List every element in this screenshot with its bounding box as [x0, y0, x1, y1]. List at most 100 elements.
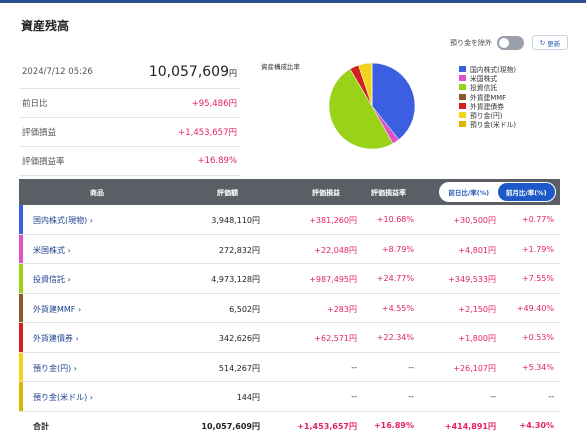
- legend-item: 米国株式: [459, 73, 516, 83]
- legend-label: 外貨建債券: [470, 102, 504, 111]
- total-row: 合計 10,057,609円 +1,453,657円 +16.89% +414,…: [19, 412, 560, 436]
- row-change-rate: +0.77%: [521, 215, 554, 224]
- page-title: 資産残高: [21, 19, 70, 33]
- legend-swatch: [459, 74, 466, 81]
- row-change: +1,800円: [458, 334, 496, 343]
- row-color-bar: [19, 323, 23, 352]
- row-color-bar: [19, 352, 23, 381]
- legend-item: 国内株式(現物): [459, 64, 517, 74]
- legend-label: 投資信託: [470, 84, 498, 93]
- table-row: 外貨建債券 › 342,626円 +62,571円 +22.34% +1,800円 +0.…: [19, 323, 560, 353]
- col-header-value: 評価額: [217, 189, 238, 197]
- total-pl-rate: +16.89%: [373, 420, 414, 430]
- summary-date: 2024/7/12 05:26: [22, 66, 93, 77]
- row-pl: +22,048円: [314, 245, 357, 255]
- row-pl-rate: +4.55%: [381, 303, 414, 313]
- row-pl-rate: +10.68%: [376, 215, 414, 224]
- row-color-bar: [19, 234, 23, 263]
- tab-day-change[interactable]: 前日比/率(%): [448, 189, 490, 197]
- row-change-rate: +5.34%: [521, 362, 554, 372]
- legend-label: 外貨建MMF: [470, 93, 507, 102]
- row-pl-rate: --: [408, 392, 414, 401]
- pie-legend: 国内株式(現物) 米国株式 投資信託 外貨建MMF 外貨建債券 預り金(円) 預り金(米ドル…: [459, 64, 516, 129]
- table-row: 預り金(米ドル) › 144円 -- -- -- --: [19, 382, 560, 412]
- legend-label: 国内株式(現物): [470, 65, 517, 74]
- row-pl-rate: +24.77%: [376, 274, 414, 283]
- row-pl: +381,260円: [309, 216, 357, 225]
- table-header: 商品 評価額 評価損益 評価損益率 前日比/率(%) 前月比/率(%): [19, 179, 560, 205]
- legend-swatch: [459, 102, 466, 109]
- legend-item: 預り金(円): [459, 110, 516, 121]
- row-color-bar: [19, 264, 23, 293]
- row-value: 6,502円: [229, 304, 260, 314]
- row-value: 514,267円: [218, 363, 260, 373]
- row-product-link[interactable]: 米国株式 ›: [33, 245, 71, 255]
- row-value: 4,973,128円: [211, 275, 260, 284]
- row-change-rate: +49.40%: [516, 303, 554, 313]
- table-row: 投資信託 › 4,973,128円 +987,495円 +24.77% +349,533…: [19, 264, 560, 294]
- refresh-icon: ↻: [539, 38, 546, 47]
- legend-item: 外貨建MMF: [459, 92, 516, 102]
- row-change: +30,500円: [453, 216, 496, 225]
- legend-swatch: [459, 121, 466, 128]
- asset-pie-chart: [328, 62, 416, 150]
- row-change-rate: --: [548, 392, 554, 401]
- legend-swatch: [459, 93, 466, 100]
- row-product-link[interactable]: 外貨建債券 ›: [33, 334, 79, 343]
- refresh-label: 更新: [547, 39, 561, 48]
- toggle-knob: [499, 38, 509, 48]
- row-color-bar: [19, 293, 23, 322]
- row-product-link[interactable]: 投資信託 ›: [33, 275, 71, 284]
- summary-total-value: 10,057,609円: [148, 63, 237, 80]
- pie-chart-title: 資産構成比率: [261, 63, 300, 71]
- col-header-pl: 評価損益: [312, 189, 340, 197]
- total-change: +414,891円: [444, 421, 496, 431]
- pie-slice: [328, 68, 394, 150]
- row-product-link[interactable]: 国内株式(現物) ›: [33, 216, 93, 225]
- row-pl-rate: --: [408, 362, 414, 372]
- row-pl: --: [351, 392, 357, 401]
- row-color-bar: [19, 205, 23, 234]
- row-value: 3,948,110円: [211, 216, 260, 225]
- exclude-deposit-label: 預り金を除外: [450, 39, 492, 47]
- total-change-rate: +4.30%: [519, 420, 554, 430]
- legend-item: 預り金(米ドル): [459, 120, 516, 129]
- exclude-deposit-control: 預り金を除外: [450, 36, 524, 50]
- row-change: --: [490, 392, 496, 401]
- row-pl-rate: +22.34%: [376, 333, 414, 342]
- legend-swatch: [459, 84, 466, 91]
- legend-label: 預り金(米ドル): [470, 121, 517, 130]
- summary-row: 評価損益率 +16.89%: [19, 147, 240, 176]
- row-product-link[interactable]: 預り金(米ドル) ›: [33, 393, 93, 402]
- total-value: 10,057,609円: [201, 421, 260, 431]
- legend-item: 外貨建債券: [459, 101, 516, 111]
- compare-tabs: 前日比/率(%) 前月比/率(%): [439, 182, 556, 202]
- refresh-button[interactable]: ↻ 更新: [532, 35, 568, 50]
- row-product-link[interactable]: 預り金(円) ›: [33, 363, 77, 373]
- row-change: +4,801円: [458, 245, 496, 255]
- table-row: 米国株式 › 272,832円 +22,048円 +8.79% +4,801円 +1.79…: [19, 234, 560, 264]
- asset-table: 商品 評価額 評価損益 評価損益率 前日比/率(%) 前月比/率(%) 国内株式…: [19, 179, 560, 436]
- table-row: 預り金(円) › 514,267円 -- -- +26,107円 +5.34%: [19, 352, 560, 382]
- summary-row: 前日比 +95,486円: [19, 89, 240, 118]
- top-accent-line: [0, 0, 586, 3]
- summary-total-row: 2024/7/12 05:26 10,057,609円: [19, 55, 240, 89]
- row-pl: +987,495円: [309, 275, 357, 284]
- row-change: +349,533円: [448, 275, 496, 284]
- row-pl: --: [351, 362, 357, 372]
- row-value: 272,832円: [218, 245, 260, 255]
- legend-swatch: [459, 65, 466, 72]
- row-change: +26,107円: [453, 363, 496, 373]
- row-value: 144円: [236, 393, 260, 402]
- col-header-pl-rate: 評価損益率: [371, 189, 406, 197]
- legend-item: 投資信託: [459, 83, 516, 92]
- tab-month-change[interactable]: 前月比/率(%): [497, 183, 555, 201]
- row-change: +2,150円: [458, 304, 496, 314]
- legend-label: 預り金(円): [470, 112, 503, 121]
- pie-slice: [371, 62, 416, 140]
- exclude-deposit-toggle[interactable]: [497, 36, 524, 50]
- row-product-link[interactable]: 外貨建MMF ›: [33, 304, 82, 314]
- row-change-rate: +7.55%: [521, 274, 554, 283]
- row-pl: +62,571円: [314, 334, 357, 343]
- row-value: 342,626円: [218, 334, 260, 343]
